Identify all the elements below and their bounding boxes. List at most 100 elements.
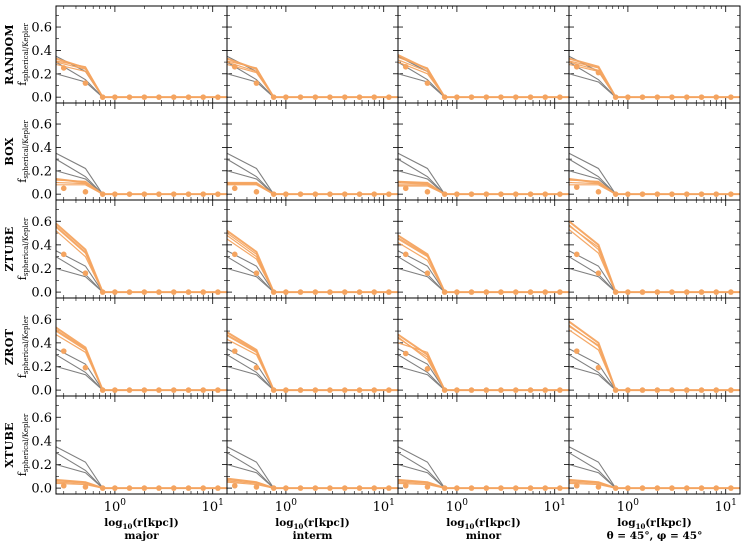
panel-ztube-4 <box>568 199 741 299</box>
data-point <box>625 289 631 295</box>
data-point <box>60 482 67 489</box>
data-point <box>141 94 148 100</box>
reference-line-2 <box>55 256 227 293</box>
data-point <box>82 189 89 195</box>
model-line-3 <box>226 238 398 293</box>
y-tick-label: 0.0 <box>31 188 52 203</box>
data-point <box>327 94 333 100</box>
panel-xtube-3 <box>397 395 570 495</box>
data-point <box>669 485 675 491</box>
data-point <box>573 251 580 258</box>
data-point <box>356 289 363 295</box>
y-axis-label-sub: spherical/Kepler <box>22 217 30 276</box>
model-line-4 <box>397 336 569 391</box>
model-line-4 <box>397 237 569 293</box>
data-point <box>215 387 221 393</box>
data-point <box>270 485 277 491</box>
panel-frame <box>397 297 570 397</box>
data-point <box>402 63 409 70</box>
x-axis-label-pre: log <box>275 517 294 529</box>
data-point <box>441 485 448 491</box>
x-axis-label-pre: log <box>104 517 123 529</box>
data-point <box>327 191 333 197</box>
data-point <box>498 94 504 100</box>
panel-zrot-2 <box>226 297 399 397</box>
data-point <box>356 94 363 100</box>
data-point <box>270 191 277 197</box>
model-line-4 <box>55 480 227 489</box>
model-line-4 <box>226 60 398 98</box>
reference-line-1 <box>397 152 569 195</box>
model-line-3 <box>397 342 569 391</box>
data-point <box>312 94 319 100</box>
data-point <box>82 364 89 371</box>
data-point <box>283 387 289 393</box>
data-point <box>483 387 490 393</box>
data-point <box>612 289 619 295</box>
reference-line-2 <box>568 158 740 195</box>
data-point <box>498 289 504 295</box>
data-point <box>356 485 363 491</box>
panel-frame <box>55 395 228 495</box>
y-axis-label: fspherical/Kepler <box>16 217 30 280</box>
panel-frame <box>397 199 570 299</box>
data-point <box>573 184 580 190</box>
y-tick-label: 0.2 <box>31 164 52 179</box>
data-point <box>402 251 409 258</box>
data-point <box>200 485 207 491</box>
data-point <box>156 191 162 197</box>
model-line-1 <box>568 220 740 294</box>
data-point <box>669 191 675 197</box>
data-point <box>126 94 133 100</box>
data-point <box>441 387 448 393</box>
data-point <box>527 191 534 197</box>
data-point <box>573 348 580 354</box>
x-tick-label: 101 <box>373 498 395 515</box>
y-axis-label-sub: spherical/Kepler <box>22 120 30 179</box>
data-point <box>156 94 162 100</box>
reference-line-1 <box>397 250 569 293</box>
x-axis-label-sub: 10 <box>636 522 646 531</box>
x-tick-base: 10 <box>275 500 292 515</box>
x-axis-label: log10(r[kpc]) <box>617 517 692 531</box>
data-point <box>82 270 89 277</box>
data-point <box>713 289 720 295</box>
reference-line-2 <box>397 158 569 195</box>
model-line-4 <box>568 480 740 489</box>
data-point <box>654 485 661 491</box>
y-tick-label: 0.6 <box>31 21 52 36</box>
panel-frame <box>568 5 741 104</box>
data-point <box>156 387 162 393</box>
data-point <box>654 191 661 197</box>
x-axis-label-pre: log <box>617 517 636 529</box>
data-point <box>60 65 67 71</box>
data-point <box>386 387 392 393</box>
data-point <box>170 289 177 295</box>
data-point <box>669 94 675 100</box>
data-point <box>728 485 734 491</box>
y-axis-label: fspherical/Kepler <box>16 23 30 86</box>
reference-line-1 <box>397 55 569 98</box>
data-point <box>231 348 238 354</box>
data-point <box>454 387 460 393</box>
data-point <box>542 191 549 197</box>
data-point <box>215 289 221 295</box>
y-axis-label-main: f <box>16 178 29 183</box>
panel-zrot-3 <box>397 297 570 397</box>
data-point <box>683 485 690 491</box>
y-tick-label: 0.0 <box>31 384 52 399</box>
data-point <box>270 387 277 393</box>
data-point <box>200 387 207 393</box>
data-point <box>728 289 734 295</box>
x-tick-exponent: 1 <box>218 498 224 508</box>
data-point <box>612 485 619 491</box>
data-point <box>424 366 431 372</box>
data-point <box>639 387 646 393</box>
panel-box-1 <box>55 102 228 201</box>
y-tick-label: 0.4 <box>31 141 52 156</box>
model-line-2 <box>226 335 398 391</box>
panel-frame <box>568 395 741 495</box>
data-point <box>512 387 519 393</box>
data-point <box>126 387 133 393</box>
